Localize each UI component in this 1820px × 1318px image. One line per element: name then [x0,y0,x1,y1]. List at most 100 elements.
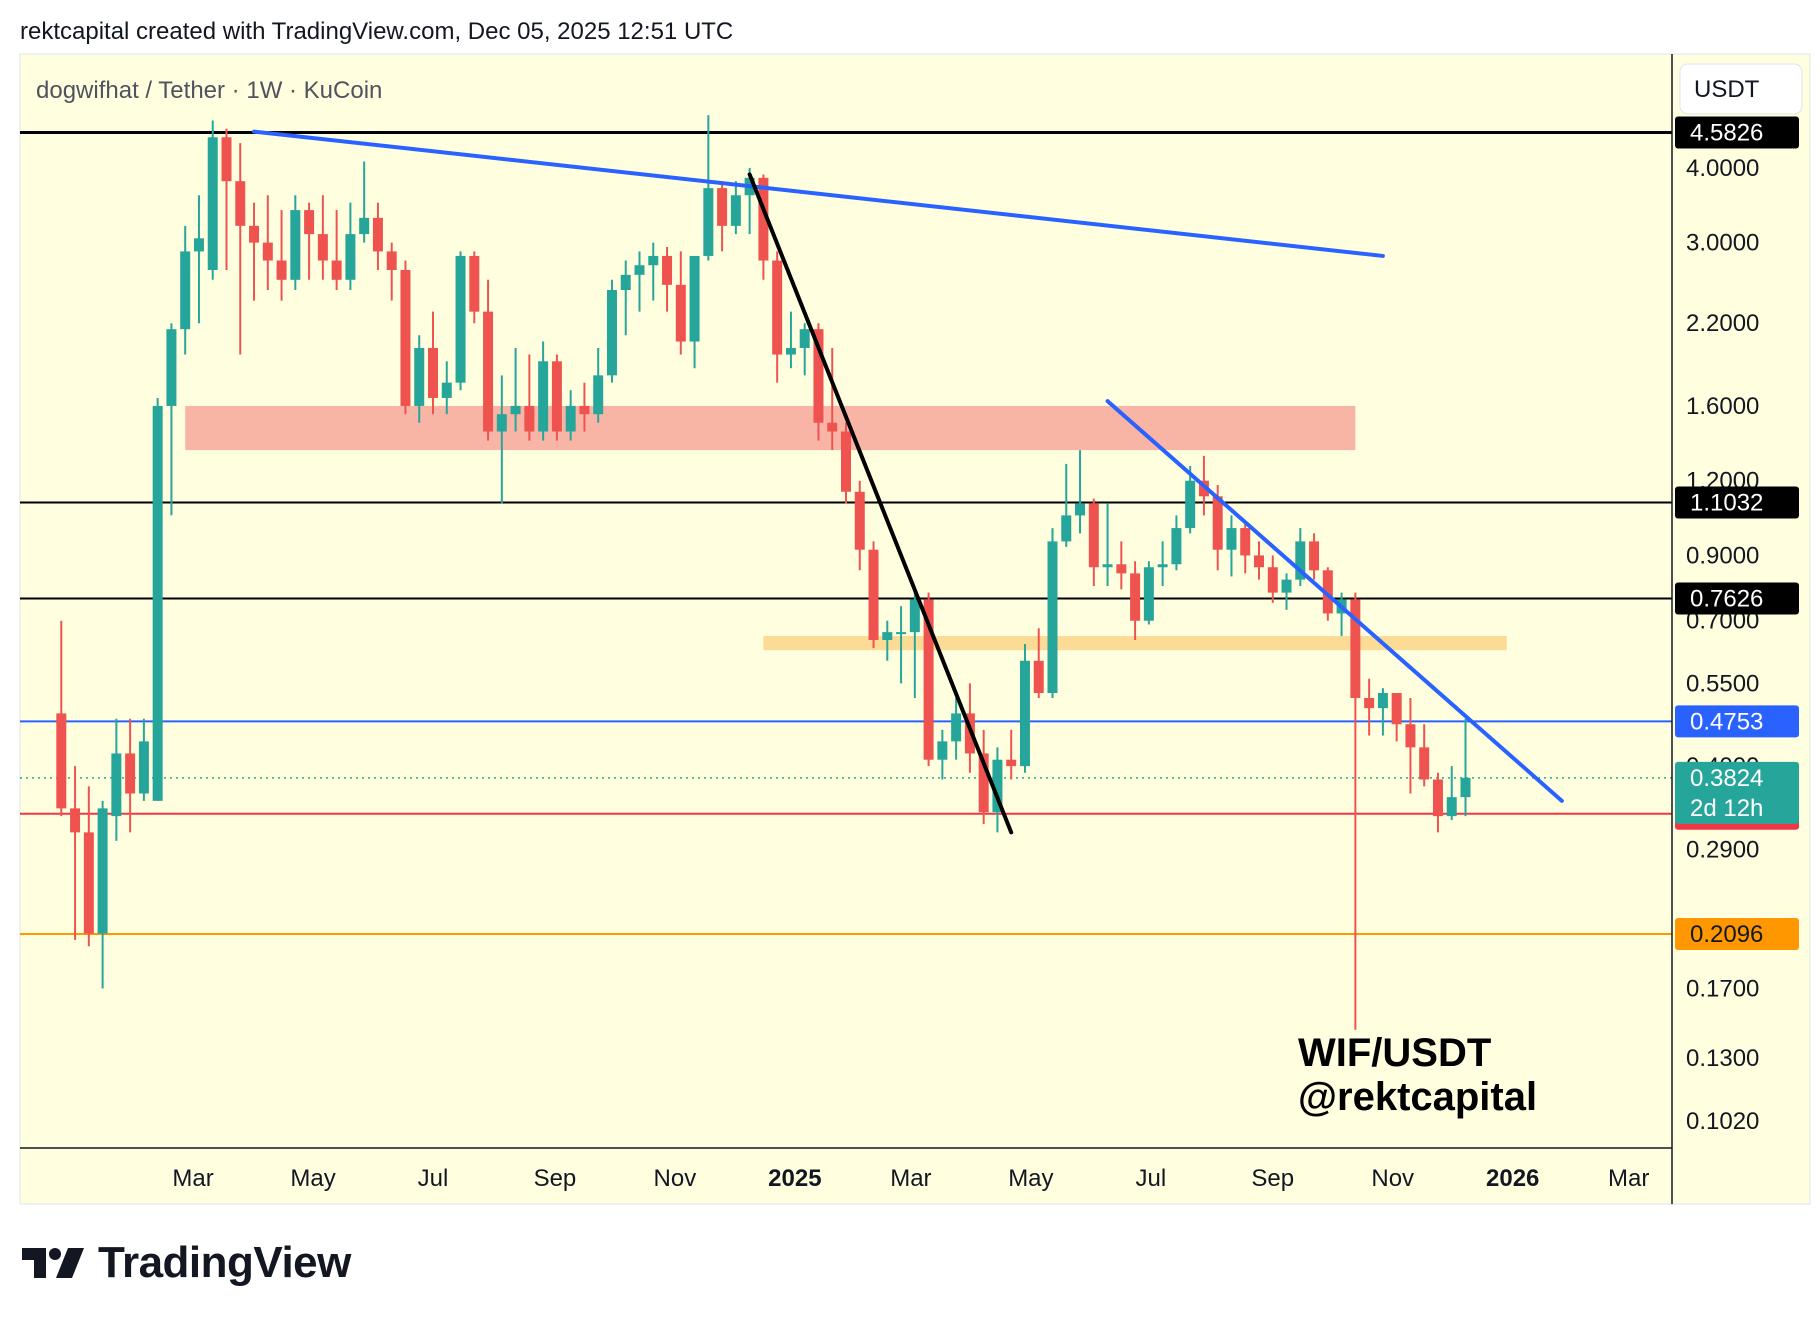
candle[interactable] [662,246,673,312]
candles-layer[interactable] [56,115,1471,1030]
candle[interactable] [1350,592,1361,1030]
candle[interactable] [235,143,246,355]
candle-body[interactable] [772,260,783,355]
candle-body[interactable] [951,713,962,742]
candle-body[interactable] [97,808,108,934]
candle[interactable] [1061,463,1072,547]
candle-body[interactable] [758,177,769,261]
candle-body[interactable] [1309,541,1320,571]
candle-body[interactable] [400,269,411,406]
candle-body[interactable] [1350,599,1361,698]
candle[interactable] [290,195,301,290]
candle[interactable] [1254,541,1264,580]
candle[interactable] [1267,555,1278,603]
candle[interactable] [593,347,604,423]
candle-body[interactable] [868,549,879,640]
candle[interactable] [648,242,659,301]
candle-body[interactable] [1006,759,1017,767]
candle-body[interactable] [1157,564,1168,568]
currency-button-label[interactable]: USDT [1694,76,1760,103]
candle-body[interactable] [262,242,273,261]
candle[interactable] [1143,561,1154,625]
candle-body[interactable] [827,422,838,432]
candle-body[interactable] [428,347,438,398]
candle[interactable] [1295,528,1306,587]
candle[interactable] [1102,503,1113,587]
candle[interactable] [1088,498,1099,587]
candle-body[interactable] [813,329,824,423]
candle-body[interactable] [1102,564,1113,568]
candle-body[interactable] [1446,797,1457,817]
candle-body[interactable] [152,405,163,801]
candle[interactable] [1047,528,1058,698]
candle[interactable] [400,260,411,415]
candle-body[interactable] [730,195,741,226]
candle-body[interactable] [1171,528,1182,565]
candle[interactable] [1006,729,1017,780]
candle-body[interactable] [579,405,590,415]
candle-body[interactable] [111,753,122,817]
candle[interactable] [70,766,81,940]
candle[interactable] [414,335,425,423]
candle[interactable] [1419,724,1430,787]
candle-body[interactable] [249,225,260,243]
candle-body[interactable] [56,713,67,809]
candle[interactable] [1460,718,1471,817]
candle-body[interactable] [1061,515,1072,542]
candle-body[interactable] [193,238,204,252]
candle[interactable] [1391,693,1402,742]
candle[interactable] [827,347,838,451]
candle[interactable] [469,251,480,324]
candle-body[interactable] [923,599,934,760]
candle[interactable] [882,620,893,661]
currency-button[interactable]: USDT [1679,63,1803,115]
candle-body[interactable] [662,255,673,285]
candle-body[interactable] [1432,779,1443,817]
candle-body[interactable] [882,632,893,640]
candle-body[interactable] [1254,555,1264,568]
candle-body[interactable] [1419,747,1430,780]
candle[interactable] [675,251,686,355]
candle-body[interactable] [717,188,728,226]
candle[interactable] [483,279,494,441]
candle[interactable] [1446,766,1457,821]
candle[interactable] [1130,561,1141,640]
candle-body[interactable] [290,210,301,280]
candle-body[interactable] [1226,528,1237,550]
candle[interactable] [951,697,962,760]
candle[interactable] [193,195,204,324]
candle-body[interactable] [83,832,94,934]
candle-body[interactable] [1019,660,1030,767]
candle-body[interactable] [1267,567,1278,593]
candle[interactable] [83,786,94,947]
candle-body[interactable] [1033,660,1044,694]
candle[interactable] [841,422,851,504]
candle[interactable] [772,251,783,383]
candle-body[interactable] [441,382,452,398]
candle-body[interactable] [1281,579,1292,593]
candle-body[interactable] [909,599,920,633]
candle[interactable] [441,361,452,415]
candle-body[interactable] [345,234,356,280]
candle-body[interactable] [1130,573,1141,621]
candle[interactable] [854,480,865,571]
candle[interactable] [1075,450,1086,534]
candle-body[interactable] [937,741,948,760]
candle-body[interactable] [496,414,507,432]
candle-body[interactable] [634,265,645,275]
candle-body[interactable] [386,251,397,270]
candle-body[interactable] [1185,480,1196,529]
currency-button-bg[interactable] [1679,63,1803,115]
candle-body[interactable] [1143,567,1154,621]
candle-body[interactable] [799,329,810,348]
candle[interactable] [166,323,177,516]
candle[interactable] [730,181,741,235]
candle[interactable] [606,279,617,383]
candle[interactable] [992,747,1003,833]
candle[interactable] [262,195,273,290]
candle[interactable] [180,225,191,355]
candle-body[interactable] [372,217,383,252]
candle-body[interactable] [675,284,686,342]
candle-body[interactable] [648,255,659,266]
